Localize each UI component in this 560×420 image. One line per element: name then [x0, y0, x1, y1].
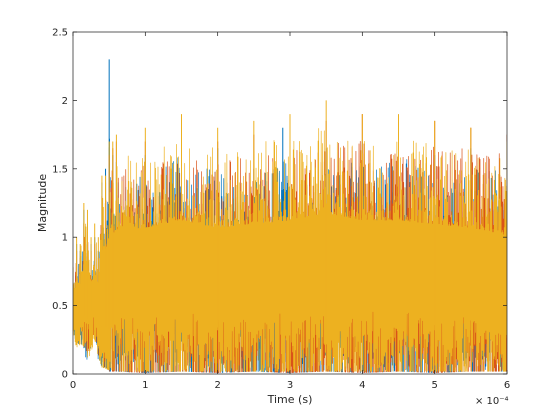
x-tick-label: 3: [287, 380, 293, 391]
y-tick-label: 0.5: [52, 301, 68, 312]
x-axis-exponent-label: × 10⁻⁴: [475, 396, 509, 407]
x-tick-label: 1: [142, 380, 148, 391]
x-tick-label: 6: [504, 380, 510, 391]
y-tick-label: 1: [62, 233, 68, 244]
x-axis-label: Time (s): [267, 393, 313, 406]
y-tick-label: 2: [62, 96, 68, 107]
y-axis-label: Magnitude: [36, 174, 49, 233]
x-tick-label: 0: [70, 380, 76, 391]
series-layer: [73, 59, 507, 373]
x-tick-label: 2: [214, 380, 220, 391]
x-tick-label: 5: [431, 380, 437, 391]
y-tick-label: 0: [62, 370, 68, 381]
y-tick-label: 2.5: [52, 28, 68, 39]
y-tick-label: 1.5: [52, 164, 68, 175]
x-tick-label: 4: [359, 380, 365, 391]
tick-layer: 0 1 2 3 4 5 6 0 0.5 1 1.5 2 2.5: [52, 28, 510, 392]
